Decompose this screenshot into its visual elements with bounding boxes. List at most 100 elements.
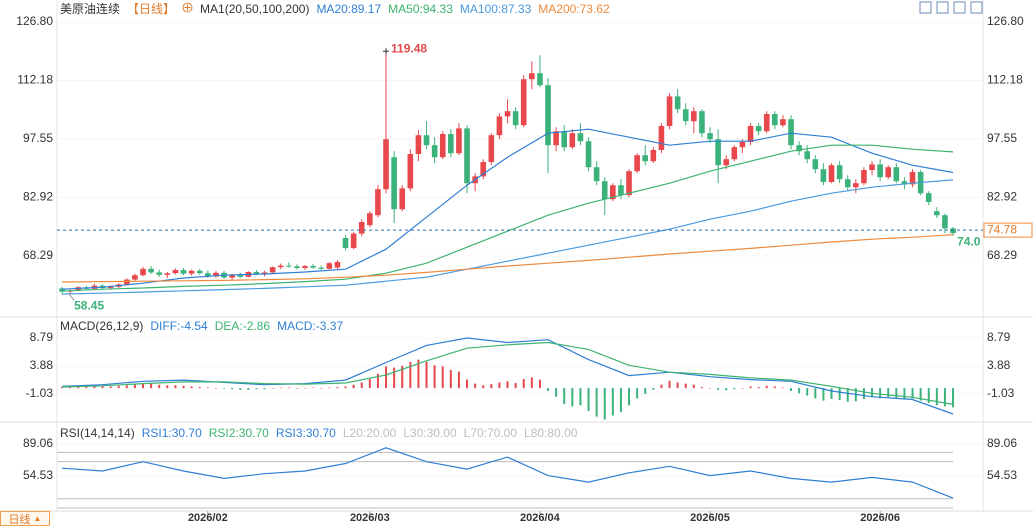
candle-body (739, 142, 746, 148)
icon[interactable] (936, 1, 949, 14)
macd-bar (676, 382, 679, 389)
icon[interactable] (953, 1, 966, 14)
candle-body (691, 111, 697, 122)
candle-body (650, 150, 657, 162)
candle-body (885, 167, 892, 178)
macd-bar (133, 384, 136, 389)
macd-bar (838, 388, 841, 401)
candle-body (107, 286, 114, 288)
y-tick-label: 3.88 (987, 358, 1011, 372)
candle-body (642, 155, 649, 162)
y-tick-label: 97.55 (23, 131, 53, 145)
candle-body (496, 116, 503, 136)
high-marker (383, 48, 390, 55)
macd-bar (393, 367, 396, 389)
macd-line (61, 337, 954, 415)
macd-bar (304, 388, 307, 389)
period: 【日线】 (127, 2, 176, 16)
candle-body (934, 211, 940, 216)
candle-body (820, 169, 827, 182)
macd-bar (749, 386, 752, 389)
level-label: L20:20.00 (342, 426, 397, 440)
candle-body (577, 133, 584, 142)
macd-bar (231, 388, 234, 390)
current-price-label: 74.78 (987, 222, 1017, 236)
macd-bar (862, 388, 865, 399)
settings-icon[interactable] (182, 2, 193, 16)
macd-bar (790, 388, 793, 391)
macd-bar (417, 359, 420, 389)
candle-body (804, 151, 811, 160)
y-tick-label: 126.80 (16, 14, 53, 28)
candle-body (415, 135, 422, 154)
period-button[interactable]: 日线 ▲ (0, 511, 50, 526)
candle-body (375, 189, 381, 216)
y-tick-label: 89.06 (987, 436, 1017, 450)
y-tick-label: 112.18 (17, 73, 53, 87)
macd-bar (741, 388, 744, 389)
candle-body (626, 171, 632, 196)
candle-body (180, 270, 187, 274)
macd-bar (773, 386, 776, 389)
candle-body (755, 126, 762, 132)
last-close-label: 74.0 (957, 234, 981, 248)
y-tick-label: 97.55 (987, 131, 1017, 145)
legend-entry: DEA:-2.86 (214, 319, 271, 333)
candle-body (140, 268, 146, 276)
candle-body (326, 263, 333, 269)
legend-entry: MA20:89.17 (316, 2, 382, 16)
low-label: 58.45 (74, 299, 104, 313)
candle-body (682, 109, 689, 122)
candle-body (593, 167, 600, 182)
icon[interactable] (919, 1, 932, 14)
candle-body (715, 139, 721, 166)
macd-bar (174, 385, 177, 389)
candle-body (520, 79, 527, 126)
macd-bar (757, 386, 760, 389)
candle-body (448, 134, 454, 154)
macd-bar (117, 385, 120, 389)
candle-body (545, 85, 551, 146)
macd-bar (441, 366, 444, 389)
period-button-label[interactable]: 日线 (8, 513, 31, 526)
low-marker (69, 295, 75, 301)
panel-header: 美原油连续 【日线】 MA1(20,50,100,200) MA20:89.17 MA5… (60, 2, 610, 16)
macd-bar (644, 388, 647, 394)
candle-body (853, 183, 859, 188)
legend-entry: RSI1:30.70 (141, 426, 202, 440)
macd-bar (401, 365, 404, 389)
icon[interactable] (970, 1, 983, 14)
macd-bar (822, 388, 825, 401)
icon[interactable] (182, 2, 193, 13)
macd-bar (660, 384, 663, 389)
macd-bar (919, 388, 922, 401)
panel-header: RSI(14,14,14) RSI1:30.70 RSI2:30.70 RSI3:30… (60, 426, 577, 440)
candle-body (780, 119, 786, 126)
candle-body (367, 213, 373, 226)
macd-bar (684, 383, 687, 389)
candle-body (529, 73, 535, 80)
candle-body (456, 128, 462, 154)
candle-body (537, 73, 543, 86)
toolbar-icons[interactable] (919, 1, 983, 14)
candle-body (796, 145, 802, 152)
macd-bar (514, 382, 517, 389)
candle-body (310, 266, 316, 268)
macd-bar (352, 384, 355, 389)
candle-body (277, 265, 284, 268)
candle-body (213, 272, 219, 277)
macd-bar (603, 388, 606, 420)
macd-bar (368, 379, 371, 389)
macd-bar (717, 388, 720, 390)
candle-body (164, 273, 171, 275)
macd-bar (182, 385, 185, 389)
rsi-line (61, 447, 954, 499)
macd-bar (709, 388, 712, 389)
candle-body (188, 270, 195, 274)
y-tick-label: 54.53 (23, 468, 53, 482)
y-tick-label: 54.53 (987, 468, 1017, 482)
macd-bar (587, 388, 590, 411)
macd-bar (879, 388, 882, 399)
ma-line (61, 128, 954, 290)
candle-body (699, 111, 705, 134)
